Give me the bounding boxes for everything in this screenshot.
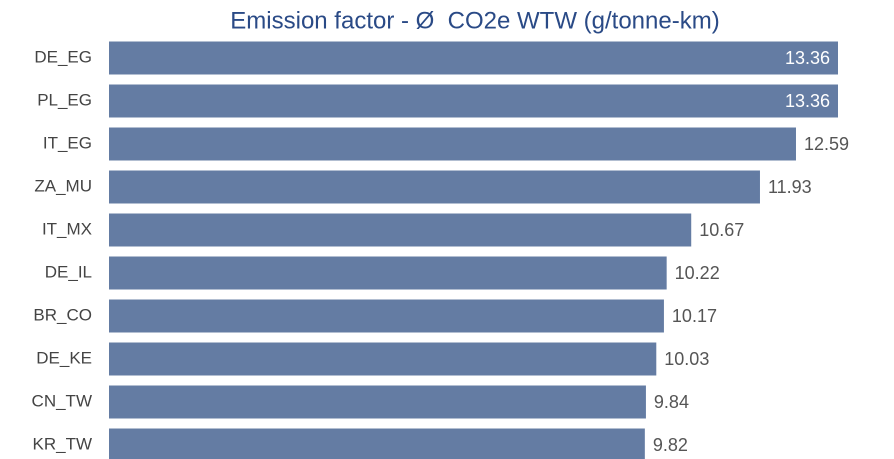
y-tick-label: KR_TW bbox=[33, 434, 93, 453]
bar bbox=[109, 84, 838, 118]
y-tick-label: ZA_MU bbox=[34, 176, 92, 195]
value-label: 10.03 bbox=[664, 349, 709, 369]
y-tick-label: IT_MX bbox=[42, 219, 92, 238]
value-label: 11.93 bbox=[768, 177, 812, 197]
value-label: 10.22 bbox=[675, 263, 720, 283]
bar bbox=[109, 41, 838, 75]
bar bbox=[109, 256, 667, 290]
y-tick-label: DE_EG bbox=[34, 47, 92, 66]
bar bbox=[109, 428, 645, 459]
bar bbox=[109, 385, 646, 419]
bar bbox=[109, 299, 664, 333]
value-label: 13.36 bbox=[785, 48, 830, 68]
chart-title: Emission factor - Ø CO2e WTW (g/tonne-km… bbox=[230, 7, 719, 34]
y-tick-label: PL_EG bbox=[37, 90, 92, 109]
value-label: 10.17 bbox=[672, 306, 717, 326]
value-label: 9.84 bbox=[654, 392, 689, 412]
value-label: 9.82 bbox=[653, 435, 688, 455]
y-tick-label: IT_EG bbox=[43, 133, 92, 152]
value-label: 12.59 bbox=[804, 134, 849, 154]
y-tick-label: CN_TW bbox=[32, 391, 92, 410]
bar bbox=[109, 342, 657, 376]
y-tick-label: DE_KE bbox=[36, 348, 92, 367]
bar bbox=[109, 170, 760, 204]
y-tick-label: DE_IL bbox=[45, 262, 92, 281]
bar bbox=[109, 213, 692, 247]
bar bbox=[109, 127, 796, 161]
value-label: 10.67 bbox=[699, 220, 744, 240]
value-label: 13.36 bbox=[785, 91, 830, 111]
y-tick-label: BR_CO bbox=[33, 305, 92, 324]
